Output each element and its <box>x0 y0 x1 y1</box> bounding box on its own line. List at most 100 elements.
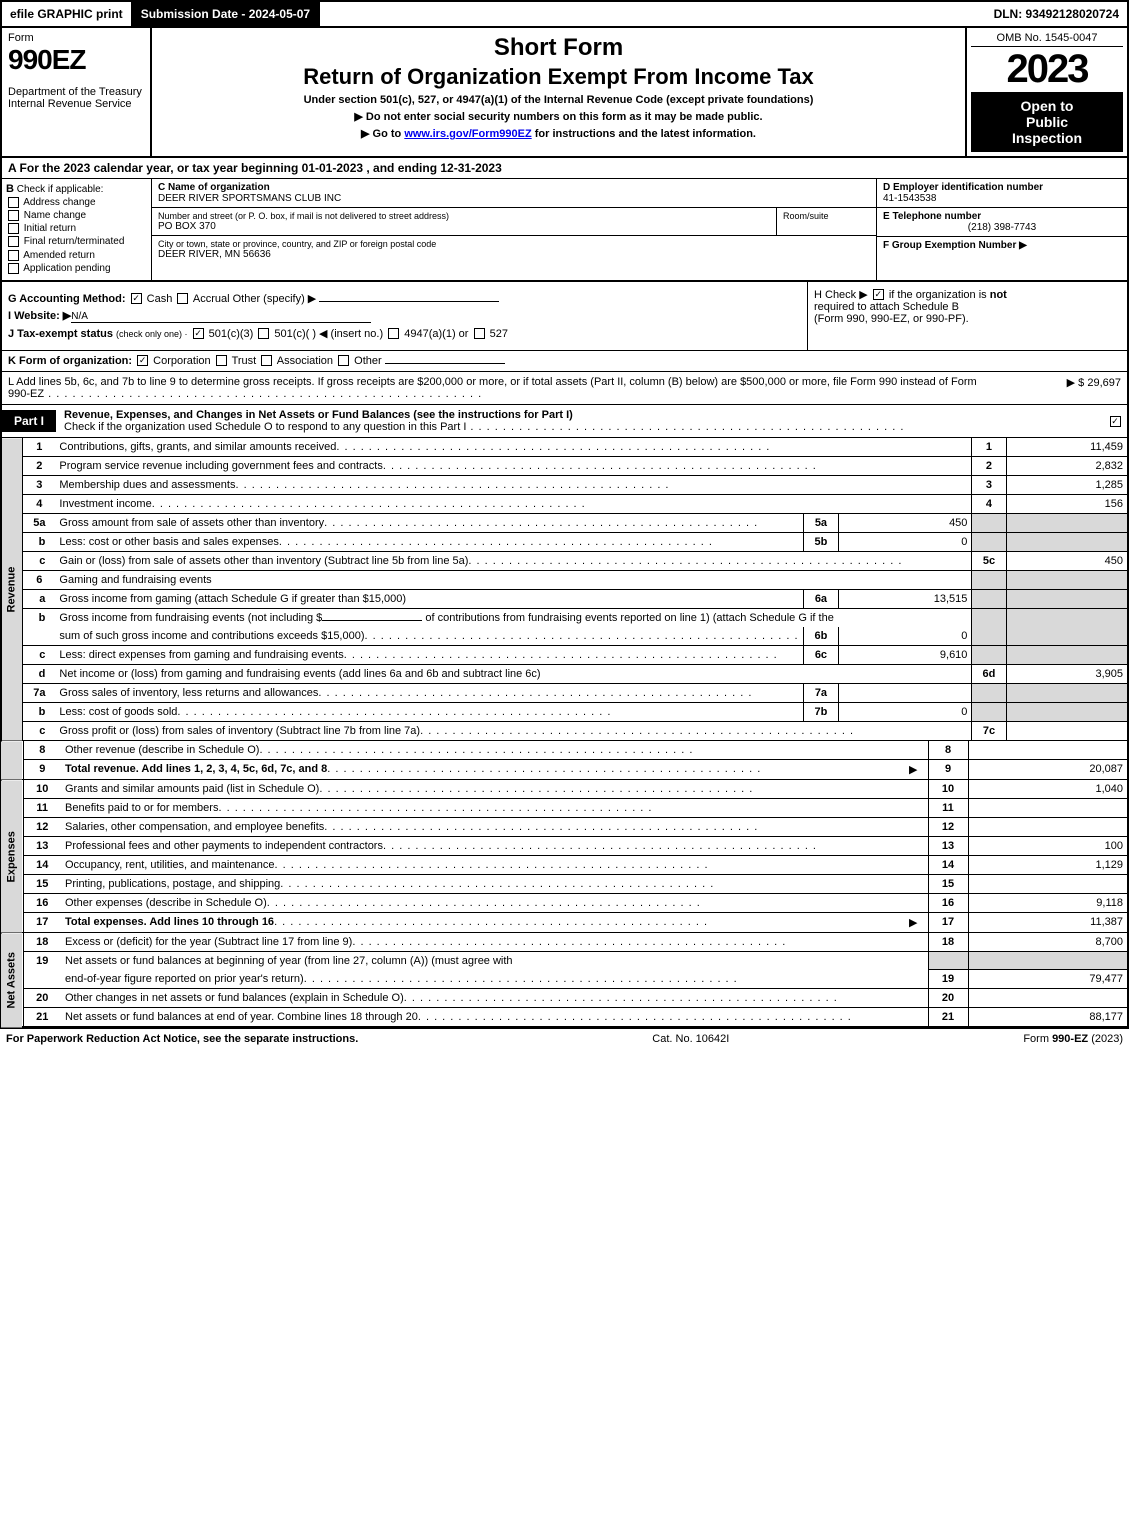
line-desc: Less: cost or other basis and sales expe… <box>55 532 803 551</box>
out-val: 2,832 <box>1006 456 1128 475</box>
chk-527[interactable] <box>474 328 485 339</box>
line-no: 14 <box>23 855 61 874</box>
out-no-grey <box>972 608 1006 645</box>
inner-no: 7b <box>803 702 839 721</box>
out-no: 18 <box>928 933 968 952</box>
efile-print-button[interactable]: efile GRAPHIC print <box>2 2 133 26</box>
table-row: 21Net assets or fund balances at end of … <box>1 1008 1128 1028</box>
inspection: Inspection <box>975 130 1119 146</box>
part1-schedule-o-check[interactable] <box>1103 414 1127 428</box>
chk-address-change[interactable]: Address change <box>6 197 147 208</box>
irs-link[interactable]: www.irs.gov/Form990EZ <box>404 128 531 140</box>
chk-amended-return[interactable]: Amended return <box>6 250 147 261</box>
line-no: 2 <box>23 456 56 475</box>
line-no: 9 <box>23 759 61 779</box>
table-row: 3 Membership dues and assessments 3 1,28… <box>1 475 1128 494</box>
h-text2: if the organization is <box>889 289 987 301</box>
revenue-table-2: 8 Other revenue (describe in Schedule O)… <box>0 741 1129 780</box>
out-no: 7c <box>972 721 1006 740</box>
line-j: J Tax-exempt status (check only one) · 5… <box>8 327 801 340</box>
table-row: 12Salaries, other compensation, and empl… <box>1 817 1128 836</box>
arrow-icon: ▶ <box>903 916 923 929</box>
chk-application-pending[interactable]: Application pending <box>6 263 147 274</box>
out-no-grey <box>972 645 1006 664</box>
line-desc: sum of such gross income and contributio… <box>55 627 803 646</box>
chk-trust[interactable] <box>216 355 227 366</box>
b-sublabel: Check if applicable: <box>17 184 104 195</box>
out-no: 11 <box>928 798 968 817</box>
table-row: 5a Gross amount from sale of assets othe… <box>1 513 1128 532</box>
line-desc: Other expenses (describe in Schedule O) <box>61 893 928 912</box>
out-no: 15 <box>928 874 968 893</box>
chk-name-change[interactable]: Name change <box>6 210 147 221</box>
line-desc: Contributions, gifts, grants, and simila… <box>55 438 972 457</box>
other-specify-input[interactable] <box>319 301 499 302</box>
line-desc: Net income or (loss) from gaming and fun… <box>55 664 972 683</box>
other-org-input[interactable] <box>385 363 505 364</box>
chk-cash[interactable] <box>131 293 142 304</box>
subtitle: Under section 501(c), 527, or 4947(a)(1)… <box>160 94 957 106</box>
ein-cell: D Employer identification number 41-1543… <box>877 179 1127 208</box>
table-row: b Gross income from fundraising events (… <box>1 608 1128 627</box>
line-no: 6 <box>23 570 56 589</box>
inner-val: 0 <box>839 627 972 646</box>
line-no: b <box>23 702 56 721</box>
line-no: b <box>23 608 56 645</box>
table-row: 7a Gross sales of inventory, less return… <box>1 683 1128 702</box>
out-val-grey <box>1006 702 1128 721</box>
chk-501c3[interactable] <box>193 328 204 339</box>
return-title: Return of Organization Exempt From Incom… <box>160 64 957 90</box>
527-label: 527 <box>490 328 508 340</box>
col-d-ids: D Employer identification number 41-1543… <box>877 179 1127 280</box>
out-no: 10 <box>928 780 968 799</box>
line-desc: Gross income from fundraising events (no… <box>55 608 972 627</box>
501c3-label: 501(c)(3) <box>209 328 254 340</box>
table-row: 8 Other revenue (describe in Schedule O)… <box>1 741 1128 760</box>
chk-501c[interactable] <box>258 328 269 339</box>
line-no: 21 <box>23 1008 61 1028</box>
open-inspection-box: Open to Public Inspection <box>971 92 1123 152</box>
line-i: I Website: ▶N/A <box>8 309 801 323</box>
line-desc: end-of-year figure reported on prior yea… <box>61 970 928 989</box>
dept-treasury: Department of the Treasury <box>8 86 144 98</box>
form-header: Form 990EZ Department of the Treasury In… <box>0 28 1129 158</box>
chk-final-return[interactable]: Final return/terminated <box>6 236 147 247</box>
other-org-label: Other <box>354 355 382 367</box>
chk-initial-return[interactable]: Initial return <box>6 223 147 234</box>
out-val <box>1006 721 1128 740</box>
chk-schedule-b[interactable] <box>873 289 884 300</box>
group-exemption-cell: F Group Exemption Number ▶ <box>877 237 1127 254</box>
chk-corporation[interactable] <box>137 355 148 366</box>
chk-association[interactable] <box>261 355 272 366</box>
form-ref: Form 990-EZ (2023) <box>1023 1033 1123 1045</box>
chk-other-org[interactable] <box>338 355 349 366</box>
line-desc: Total revenue. Add lines 1, 2, 3, 4, 5c,… <box>61 759 928 779</box>
out-no: 20 <box>928 989 968 1008</box>
inner-no: 5a <box>803 513 839 532</box>
col-b-checkboxes: B Check if applicable: Address change Na… <box>2 179 152 280</box>
line-no: 7a <box>23 683 56 702</box>
line-no: 18 <box>23 933 61 952</box>
line-h: H Check ▶ if the organization is not req… <box>807 282 1127 350</box>
table-row: b Less: cost of goods sold 7b 0 <box>1 702 1128 721</box>
line-no: 15 <box>23 874 61 893</box>
netassets-side-label: Net Assets <box>1 933 23 1028</box>
chk-accrual[interactable] <box>177 293 188 304</box>
table-row: 11Benefits paid to or for members11 <box>1 798 1128 817</box>
part1-title: Revenue, Expenses, and Changes in Net As… <box>56 405 1103 437</box>
inner-val: 9,610 <box>839 645 972 664</box>
out-val: 88,177 <box>968 1008 1128 1028</box>
line-desc: Less: cost of goods sold <box>55 702 803 721</box>
year-block: OMB No. 1545-0047 2023 Open to Public In… <box>967 28 1127 156</box>
contrib-amount-input[interactable] <box>322 620 422 621</box>
out-val-grey <box>1006 589 1128 608</box>
line-desc: Benefits paid to or for members <box>61 798 928 817</box>
paperwork-notice: For Paperwork Reduction Act Notice, see … <box>6 1033 358 1045</box>
out-val-grey <box>1006 570 1128 589</box>
table-row: Revenue 1 Contributions, gifts, grants, … <box>1 438 1128 457</box>
chk-4947[interactable] <box>388 328 399 339</box>
part1-header: Part I Revenue, Expenses, and Changes in… <box>0 405 1129 438</box>
out-val: 1,285 <box>1006 475 1128 494</box>
goto-post: for instructions and the latest informat… <box>532 128 756 140</box>
out-no-grey <box>928 951 968 970</box>
